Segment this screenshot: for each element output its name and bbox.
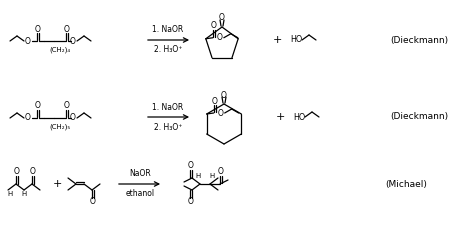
Text: (Dieckmann): (Dieckmann)	[390, 35, 448, 45]
Text: NaOR: NaOR	[129, 169, 151, 178]
Text: O: O	[188, 198, 194, 206]
Text: O: O	[70, 114, 76, 122]
Text: O: O	[35, 101, 41, 110]
Text: O: O	[217, 33, 223, 42]
Text: (CH₂)₅: (CH₂)₅	[49, 124, 71, 130]
Text: O: O	[212, 97, 218, 105]
Text: O: O	[25, 37, 31, 46]
Text: O: O	[35, 25, 41, 34]
Text: +: +	[272, 35, 282, 45]
Text: 2. H₃O⁺: 2. H₃O⁺	[154, 122, 182, 131]
Text: +: +	[275, 112, 285, 122]
Text: O: O	[25, 114, 31, 122]
Text: O: O	[64, 25, 70, 34]
Text: (Dieckmann): (Dieckmann)	[390, 113, 448, 122]
Text: (Michael): (Michael)	[385, 180, 427, 189]
Text: HO: HO	[290, 35, 302, 45]
Text: 2. H₃O⁺: 2. H₃O⁺	[154, 46, 182, 55]
Text: O: O	[218, 109, 224, 118]
Text: (CH₂)₄: (CH₂)₄	[49, 47, 71, 53]
Text: +: +	[52, 179, 62, 189]
Text: O: O	[70, 37, 76, 46]
Text: O: O	[30, 168, 36, 177]
Text: O: O	[90, 198, 96, 206]
Text: ethanol: ethanol	[126, 189, 155, 198]
Text: HO: HO	[293, 113, 305, 122]
Text: H: H	[21, 191, 27, 197]
Text: O: O	[188, 161, 194, 170]
Text: O: O	[211, 21, 217, 30]
Text: 1. NaOR: 1. NaOR	[152, 102, 183, 111]
Text: O: O	[14, 168, 20, 177]
Text: H: H	[210, 173, 215, 179]
Text: H: H	[195, 173, 201, 179]
Text: O: O	[221, 90, 227, 100]
Text: 1. NaOR: 1. NaOR	[152, 25, 183, 34]
Text: O: O	[218, 168, 224, 177]
Text: O: O	[219, 13, 225, 22]
Text: O: O	[64, 101, 70, 110]
Text: H: H	[8, 191, 13, 197]
